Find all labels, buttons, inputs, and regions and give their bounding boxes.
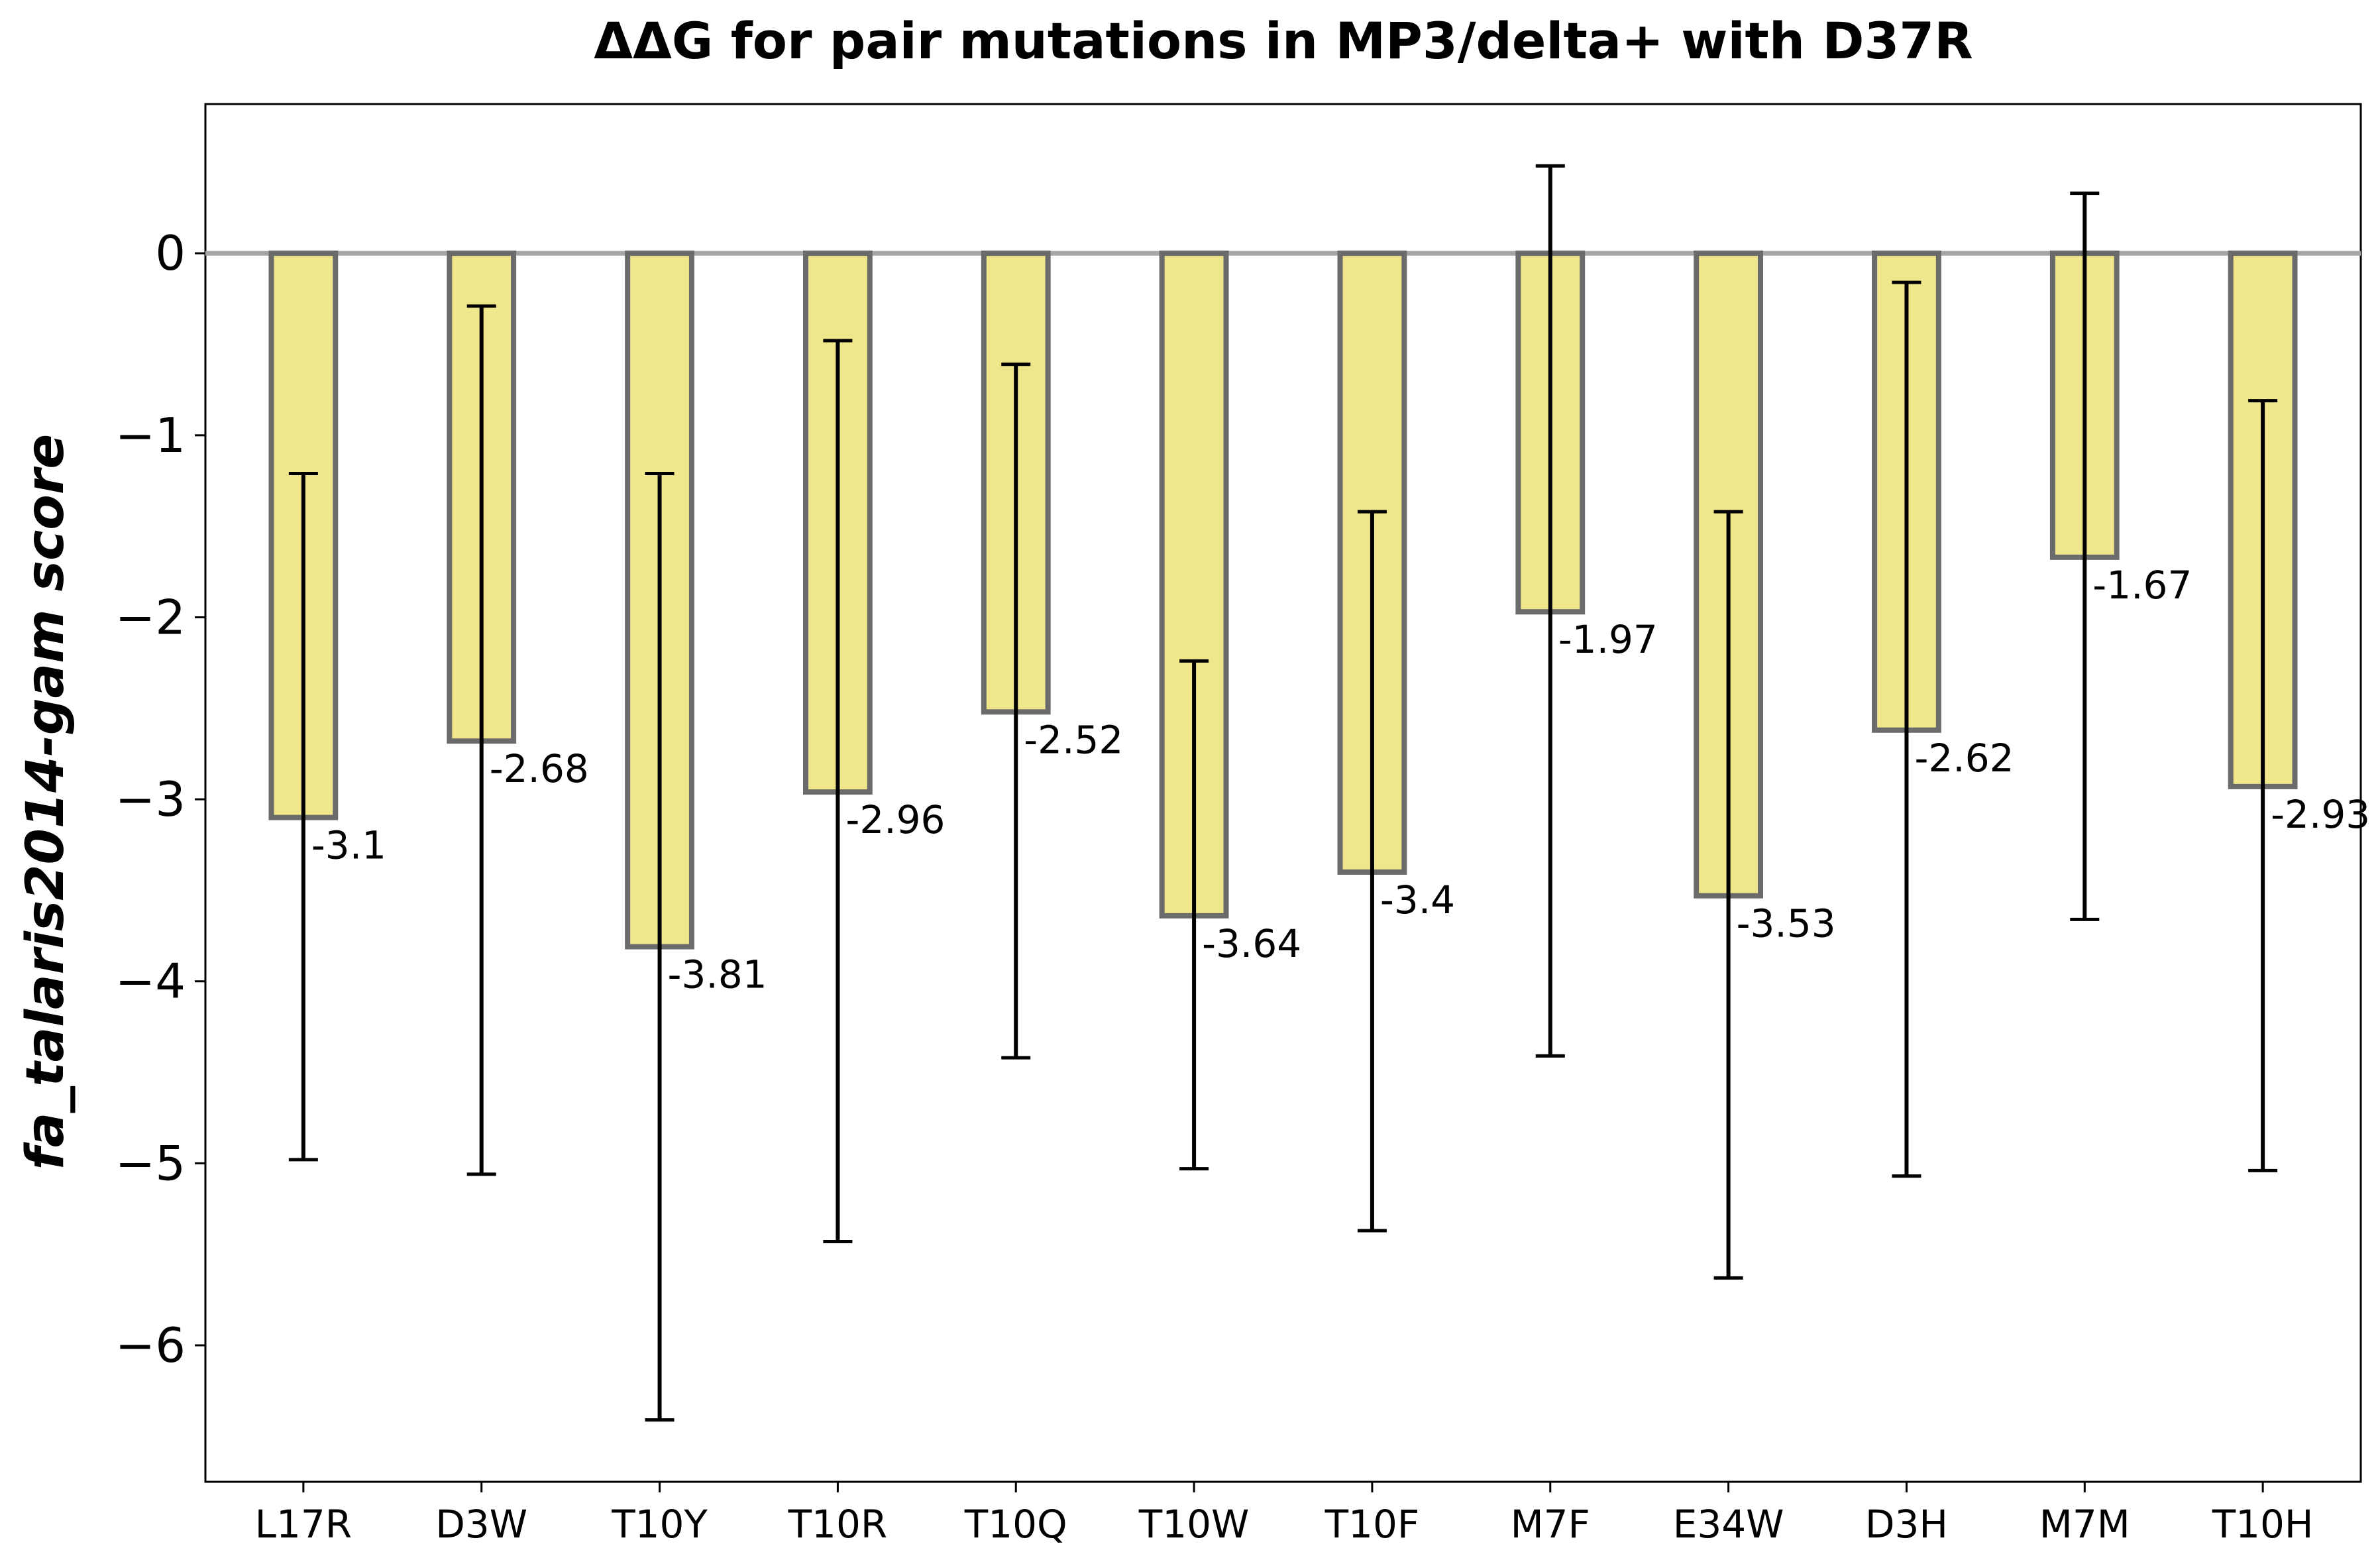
y-tick-label: 0 <box>155 225 186 281</box>
axes-frame <box>204 103 2362 1483</box>
y-tick-label: −3 <box>115 771 186 827</box>
value-label: -3.64 <box>1202 921 1301 966</box>
x-tick-label: T10R <box>788 1502 888 1547</box>
value-label: -2.52 <box>1024 717 1123 762</box>
chart-title: ΔΔG for pair mutations in MP3/delta+ wit… <box>594 11 1973 70</box>
x-tick-label: T10W <box>1138 1502 1250 1547</box>
plot-area: 0 −1 −2 −3 −4 −5 −6 -3.1 L17R -2.68 D3W -3.81 T10Y -2… <box>115 103 2370 1547</box>
value-label: -2.93 <box>2271 792 2370 837</box>
value-label: -3.1 <box>311 823 386 868</box>
x-tick-label: D3W <box>435 1502 527 1547</box>
value-label: -3.53 <box>1737 901 1836 946</box>
value-label: -2.62 <box>1914 736 2014 781</box>
value-label: -1.97 <box>1558 617 1658 662</box>
value-label: -3.81 <box>668 952 767 997</box>
y-tick-label: −5 <box>115 1135 186 1191</box>
x-tick-label: L17R <box>255 1502 352 1547</box>
x-tick-label: T10Y <box>611 1502 708 1547</box>
y-tick-label: −1 <box>115 408 186 463</box>
y-tick-label: −2 <box>115 589 186 645</box>
x-tick-label: M7M <box>2039 1502 2130 1547</box>
x-tick-label: T10H <box>2212 1502 2314 1547</box>
x-tick-label: D3H <box>1865 1502 1948 1547</box>
x-tick-label: T10F <box>1325 1502 1420 1547</box>
x-tick-label: M7F <box>1511 1502 1590 1547</box>
value-label: -2.68 <box>490 746 589 791</box>
y-axis-label: fa_talaris2014-gam score <box>16 434 76 1170</box>
x-tick-label: E34W <box>1673 1502 1784 1547</box>
value-label: -1.67 <box>2092 563 2192 608</box>
x-tick-label: T10Q <box>964 1502 1067 1547</box>
y-tick-label: −6 <box>115 1317 186 1373</box>
y-tick-label: −4 <box>115 954 186 1009</box>
value-label: -2.96 <box>845 797 945 842</box>
value-label: -3.4 <box>1380 877 1455 922</box>
